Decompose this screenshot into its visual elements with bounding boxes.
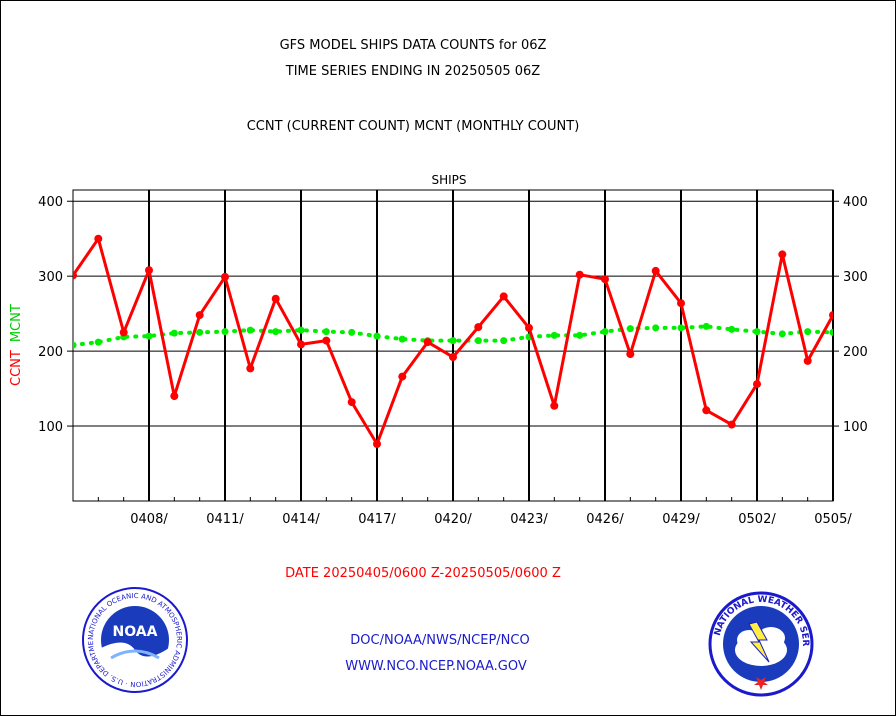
axes: 100 100 200 200 300 300 400 400 0408/0411/0414/0… [38,189,868,527]
x-tick-label: 0414/ [282,512,320,527]
data-point-mcnt [652,324,660,332]
data-point-mcnt [626,325,634,333]
data-point-ccnt [271,294,280,303]
data-point-ccnt [246,364,255,373]
data-point-mcnt [449,337,457,345]
data-point-ccnt [94,234,103,243]
data-point-ccnt [601,275,609,284]
data-point-ccnt [195,311,204,320]
data-point-mcnt [829,328,833,336]
y-tick-label: 300 [38,270,63,285]
data-point-ccnt [727,420,736,429]
data-point-mcnt [474,337,482,345]
data-point-mcnt [677,324,685,332]
data-point-mcnt [778,330,786,338]
data-point-ccnt [145,266,153,275]
y-tick-label: 400 [38,195,63,210]
data-point-mcnt [804,328,812,336]
noaa-logo: NATIONAL OCEANIC AND ATMOSPHERIC ADMINIS… [82,587,188,693]
noaa-logo-text: NOAA [113,624,158,640]
data-point-ccnt [651,266,660,275]
data-point-ccnt [474,323,483,332]
y-tick-label-right: 200 [843,345,868,360]
data-point-mcnt [322,328,330,336]
org-label: DOC/NOAA/NWS/NCEP/NCO [350,633,530,648]
data-point-mcnt [73,341,77,349]
y-label-mcnt: MCNT [9,304,24,342]
data-point-ccnt [778,250,787,259]
data-point-ccnt [829,311,833,320]
data-point-ccnt [322,336,331,345]
data-point-ccnt [702,406,711,415]
x-tick-label: 0423/ [510,512,548,527]
data-point-mcnt [221,328,229,336]
data-point-ccnt [347,398,356,407]
data-point-mcnt [398,335,406,343]
data-point-ccnt [73,271,77,280]
data-point-mcnt [170,329,178,337]
data-point-ccnt [297,340,305,349]
x-tick-label: 0426/ [586,512,624,527]
chart-title: GFS MODEL SHIPS DATA COUNTS for 06Z [279,38,547,53]
data-point-ccnt [499,292,508,301]
x-tick-label: 0429/ [662,512,700,527]
series-layer [73,234,833,448]
x-tick-label: 0502/ [738,512,776,527]
data-point-ccnt [525,323,533,332]
data-point-mcnt [94,338,102,346]
data-point-ccnt [423,338,432,347]
data-point-mcnt [601,328,609,336]
data-point-mcnt [576,331,584,339]
data-point-ccnt [398,372,407,381]
date-range-label: DATE 20250405/0600 Z-20250505/0600 Z [285,566,561,581]
y-tick-label-right: 300 [843,270,868,285]
x-tick-label: 0505/ [814,512,852,527]
y-tick-label: 200 [38,345,63,360]
data-point-mcnt [145,332,153,340]
x-tick-label: 0420/ [434,512,472,527]
url-label: WWW.NCO.NCEP.NOAA.GOV [345,659,527,674]
data-point-ccnt [753,380,761,389]
data-point-mcnt [272,328,280,336]
data-point-mcnt [297,326,305,334]
data-point-mcnt [550,331,558,339]
data-point-mcnt [196,328,204,336]
data-point-ccnt [449,353,457,362]
y-label-ccnt: CCNT [9,350,24,386]
data-point-ccnt [221,272,229,281]
data-point-mcnt [702,322,710,330]
y-axis-label: CCNT MCNT [9,304,24,386]
y-tick-label-right: 100 [843,420,868,435]
nws-logo: NATIONAL WEATHER SERVICE [708,591,814,697]
data-point-ccnt [170,392,179,401]
data-point-ccnt [626,350,635,359]
data-point-ccnt [803,356,812,365]
x-tick-label: 0417/ [358,512,396,527]
data-point-mcnt [373,332,381,340]
panel-title: SHIPS [431,173,466,187]
data-point-ccnt [575,270,584,279]
data-point-mcnt [348,328,356,336]
x-tick-label: 0408/ [130,512,168,527]
x-tick-label: 0411/ [206,512,244,527]
y-tick-label-right: 400 [843,195,868,210]
y-tick-label: 100 [38,420,63,435]
data-point-mcnt [728,325,736,333]
chart-legend-description: CCNT (CURRENT COUNT) MCNT (MONTHLY COUNT… [246,119,580,134]
series-ccnt [73,234,833,448]
data-point-mcnt [246,326,254,334]
y-axis-label-text: CCNT MCNT [9,304,24,386]
data-point-mcnt [753,328,761,336]
data-point-ccnt [373,440,381,448]
data-point-ccnt [550,401,559,410]
data-point-mcnt [500,337,508,345]
data-point-ccnt [677,299,685,308]
chart-subtitle: TIME SERIES ENDING IN 20250505 06Z [285,64,541,79]
data-point-ccnt [119,328,128,337]
